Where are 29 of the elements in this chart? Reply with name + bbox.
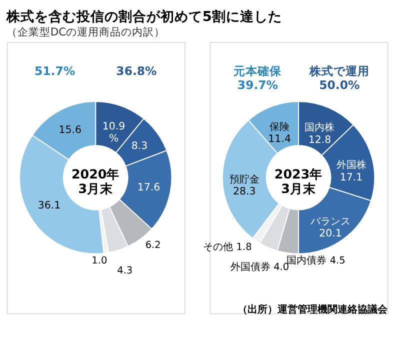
slice-label: 預貯金 bbox=[229, 173, 260, 186]
text: 51.7% bbox=[34, 64, 76, 78]
data-label: 15.6 bbox=[58, 124, 82, 136]
data-label: 17.1 bbox=[340, 171, 363, 184]
data-label: 8.3 bbox=[131, 140, 148, 152]
slice-label: 国内株 bbox=[304, 122, 335, 134]
slice-label: 国内債券 4.5 bbox=[286, 254, 346, 267]
text: 株式で運用 50.0% bbox=[308, 64, 370, 92]
slice-label: 外国株 bbox=[336, 159, 366, 172]
data-label: 36.1 bbox=[38, 200, 61, 212]
data-label: 17.6 bbox=[137, 182, 160, 194]
slice-label: バランス bbox=[310, 215, 350, 228]
data-label: 12.8 bbox=[308, 134, 332, 146]
data-label: 4.3 bbox=[117, 266, 133, 277]
slice-label: その他 1.8 bbox=[203, 241, 252, 254]
text: 2020年 3月末 bbox=[71, 166, 120, 196]
data-label: 10.9 % bbox=[102, 120, 126, 145]
data-label: 20.1 bbox=[319, 227, 342, 240]
text: 36.8% bbox=[116, 64, 158, 78]
data-label: 6.2 bbox=[145, 240, 161, 252]
chart-subtitle: （企業型DCの運用商品の内訳） bbox=[6, 26, 166, 39]
data-label: 11.4 bbox=[268, 133, 291, 146]
data-label: 28.3 bbox=[233, 186, 256, 198]
text: （出所）運営管理機関連絡協議会 bbox=[237, 303, 388, 316]
text: 2023年 3月末 bbox=[274, 166, 323, 196]
chart-title: 株式を含む投信の割合が初めて5割に達した bbox=[5, 8, 282, 26]
data-label: 1.0 bbox=[92, 256, 108, 267]
slice-label: 保険 bbox=[270, 120, 290, 133]
text: 元本確保 39.7% bbox=[232, 64, 283, 92]
